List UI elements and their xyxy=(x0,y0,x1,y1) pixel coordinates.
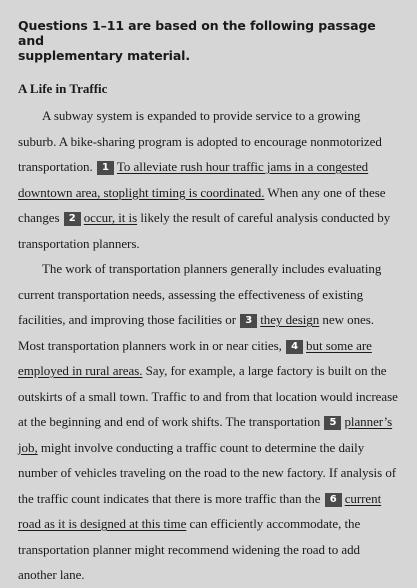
paragraph-2-text-d: might involve conducting a traffic count… xyxy=(18,439,397,506)
questions-heading-line-2: supplementary material. xyxy=(18,48,191,63)
paragraph-2-text-b: new ones. Most transportation planners w… xyxy=(18,312,374,353)
paragraph-1-text-c: likely the result of careful analysis co… xyxy=(18,210,391,251)
question-6-underlined-text[interactable]: current road as it is designed at this t… xyxy=(18,490,382,532)
paragraph-1: A subway system is expanded to provide s… xyxy=(18,103,399,256)
passage-page: Questions 1–11 are based on the followin… xyxy=(18,18,399,582)
question-4-underlined-text[interactable]: but some are employed in rural areas. xyxy=(18,337,372,379)
question-1-underlined-text[interactable]: To alleviate rush hour traffic jams in a… xyxy=(18,159,369,200)
question-5-number[interactable]: 5 xyxy=(324,416,342,430)
question-1-number[interactable]: 1 xyxy=(96,161,114,175)
paragraph-2: The work of transportation planners gene… xyxy=(18,256,399,588)
paragraph-1-text-a: A subway system is expanded to provide s… xyxy=(18,108,382,174)
question-2-number[interactable]: 2 xyxy=(63,212,81,226)
question-2-underlined-text[interactable]: occur, it is xyxy=(83,210,138,225)
question-6-number[interactable]: 6 xyxy=(324,492,342,507)
passage-title: A Life in Traffic xyxy=(18,81,108,96)
question-3-number[interactable]: 3 xyxy=(240,314,258,328)
paragraph-1-text-b: When any one of these changes xyxy=(18,184,386,226)
questions-heading: Questions 1–11 are based on the followin… xyxy=(18,18,399,63)
question-3-underlined-text[interactable]: they design xyxy=(260,312,320,327)
paragraph-2-text-c: Say, for example, a large factory is bui… xyxy=(18,363,398,429)
paragraph-2-text-a: The work of transportation planners gene… xyxy=(18,261,382,327)
question-4-number[interactable]: 4 xyxy=(286,339,304,354)
questions-heading-line-1: Questions 1–11 are based on the followin… xyxy=(18,18,376,48)
question-5-underlined-text[interactable]: planner’s job, xyxy=(18,414,393,455)
